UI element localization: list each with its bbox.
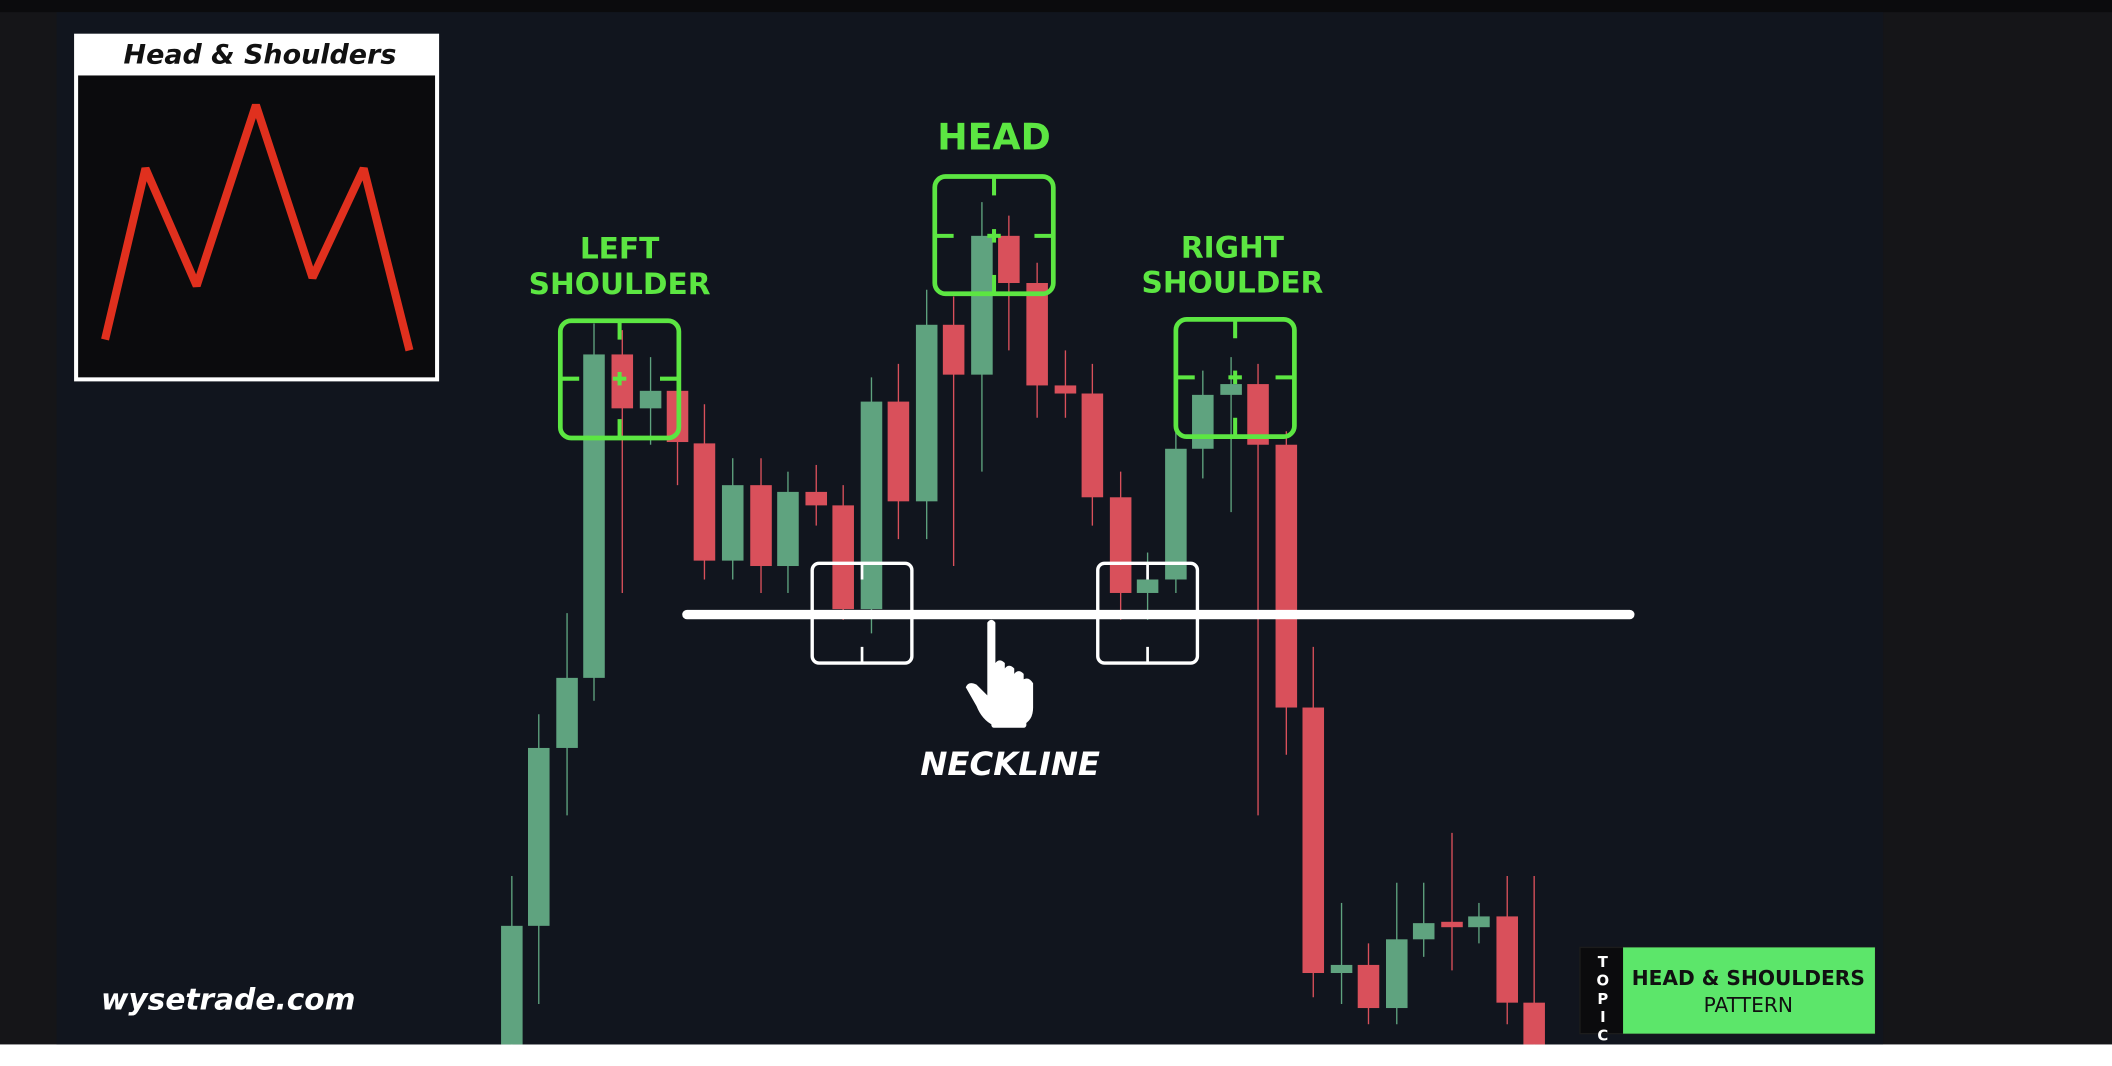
candle — [1275, 431, 1298, 755]
candle — [501, 875, 523, 1045]
candle — [1054, 350, 1077, 418]
candle — [832, 485, 854, 620]
candle — [556, 613, 578, 816]
topic-badge: TOPIC HEAD & SHOULDERS PATTERN — [1579, 946, 1876, 1046]
candle — [1468, 902, 1490, 944]
head-target — [932, 174, 1056, 297]
left-shoulder-target — [557, 318, 682, 441]
candle — [1247, 363, 1269, 816]
right-shoulder-label: SHOULDER — [1142, 264, 1324, 299]
candle — [693, 404, 716, 580]
inset-title: Head & Shoulders — [124, 39, 397, 70]
candle — [1523, 875, 1545, 1045]
neckline-label: NECKLINE — [920, 745, 1100, 783]
candle — [1357, 943, 1380, 1025]
topic-tag: TOPIC — [1594, 954, 1611, 1046]
candle — [639, 357, 662, 445]
candle — [583, 323, 605, 701]
watermark: wysetrade.com — [101, 981, 355, 1016]
topic-title: PATTERN — [1704, 993, 1793, 1017]
head-label: HEAD — [937, 116, 1051, 159]
candle — [1386, 882, 1408, 1025]
right-shoulder-label: RIGHT — [1181, 229, 1285, 264]
candle — [971, 202, 993, 472]
candle — [998, 215, 1020, 351]
candle — [750, 458, 772, 593]
candle — [611, 330, 634, 593]
candle — [805, 464, 828, 526]
candle — [1496, 875, 1518, 1025]
candle — [777, 471, 799, 593]
inset: Head & Shoulders — [74, 33, 440, 382]
pointer-hand — [965, 619, 1034, 728]
candle — [942, 296, 965, 567]
left-shoulder-label: LEFT — [580, 231, 660, 266]
candle — [1109, 471, 1132, 620]
candle — [721, 458, 744, 580]
candle — [1026, 262, 1048, 418]
candle — [1330, 902, 1353, 1005]
candle — [1441, 832, 1463, 971]
candle — [860, 377, 883, 634]
candle — [1081, 363, 1104, 526]
candle — [1412, 882, 1435, 957]
candle — [887, 363, 910, 540]
left-shoulder-label: SHOULDER — [529, 266, 711, 301]
candle — [528, 714, 550, 1005]
right-shoulder-target — [1173, 317, 1297, 440]
top-band — [0, 0, 2112, 13]
candle — [1302, 646, 1325, 998]
topic-title: HEAD & SHOULDERS — [1632, 966, 1865, 990]
candle — [915, 289, 938, 540]
